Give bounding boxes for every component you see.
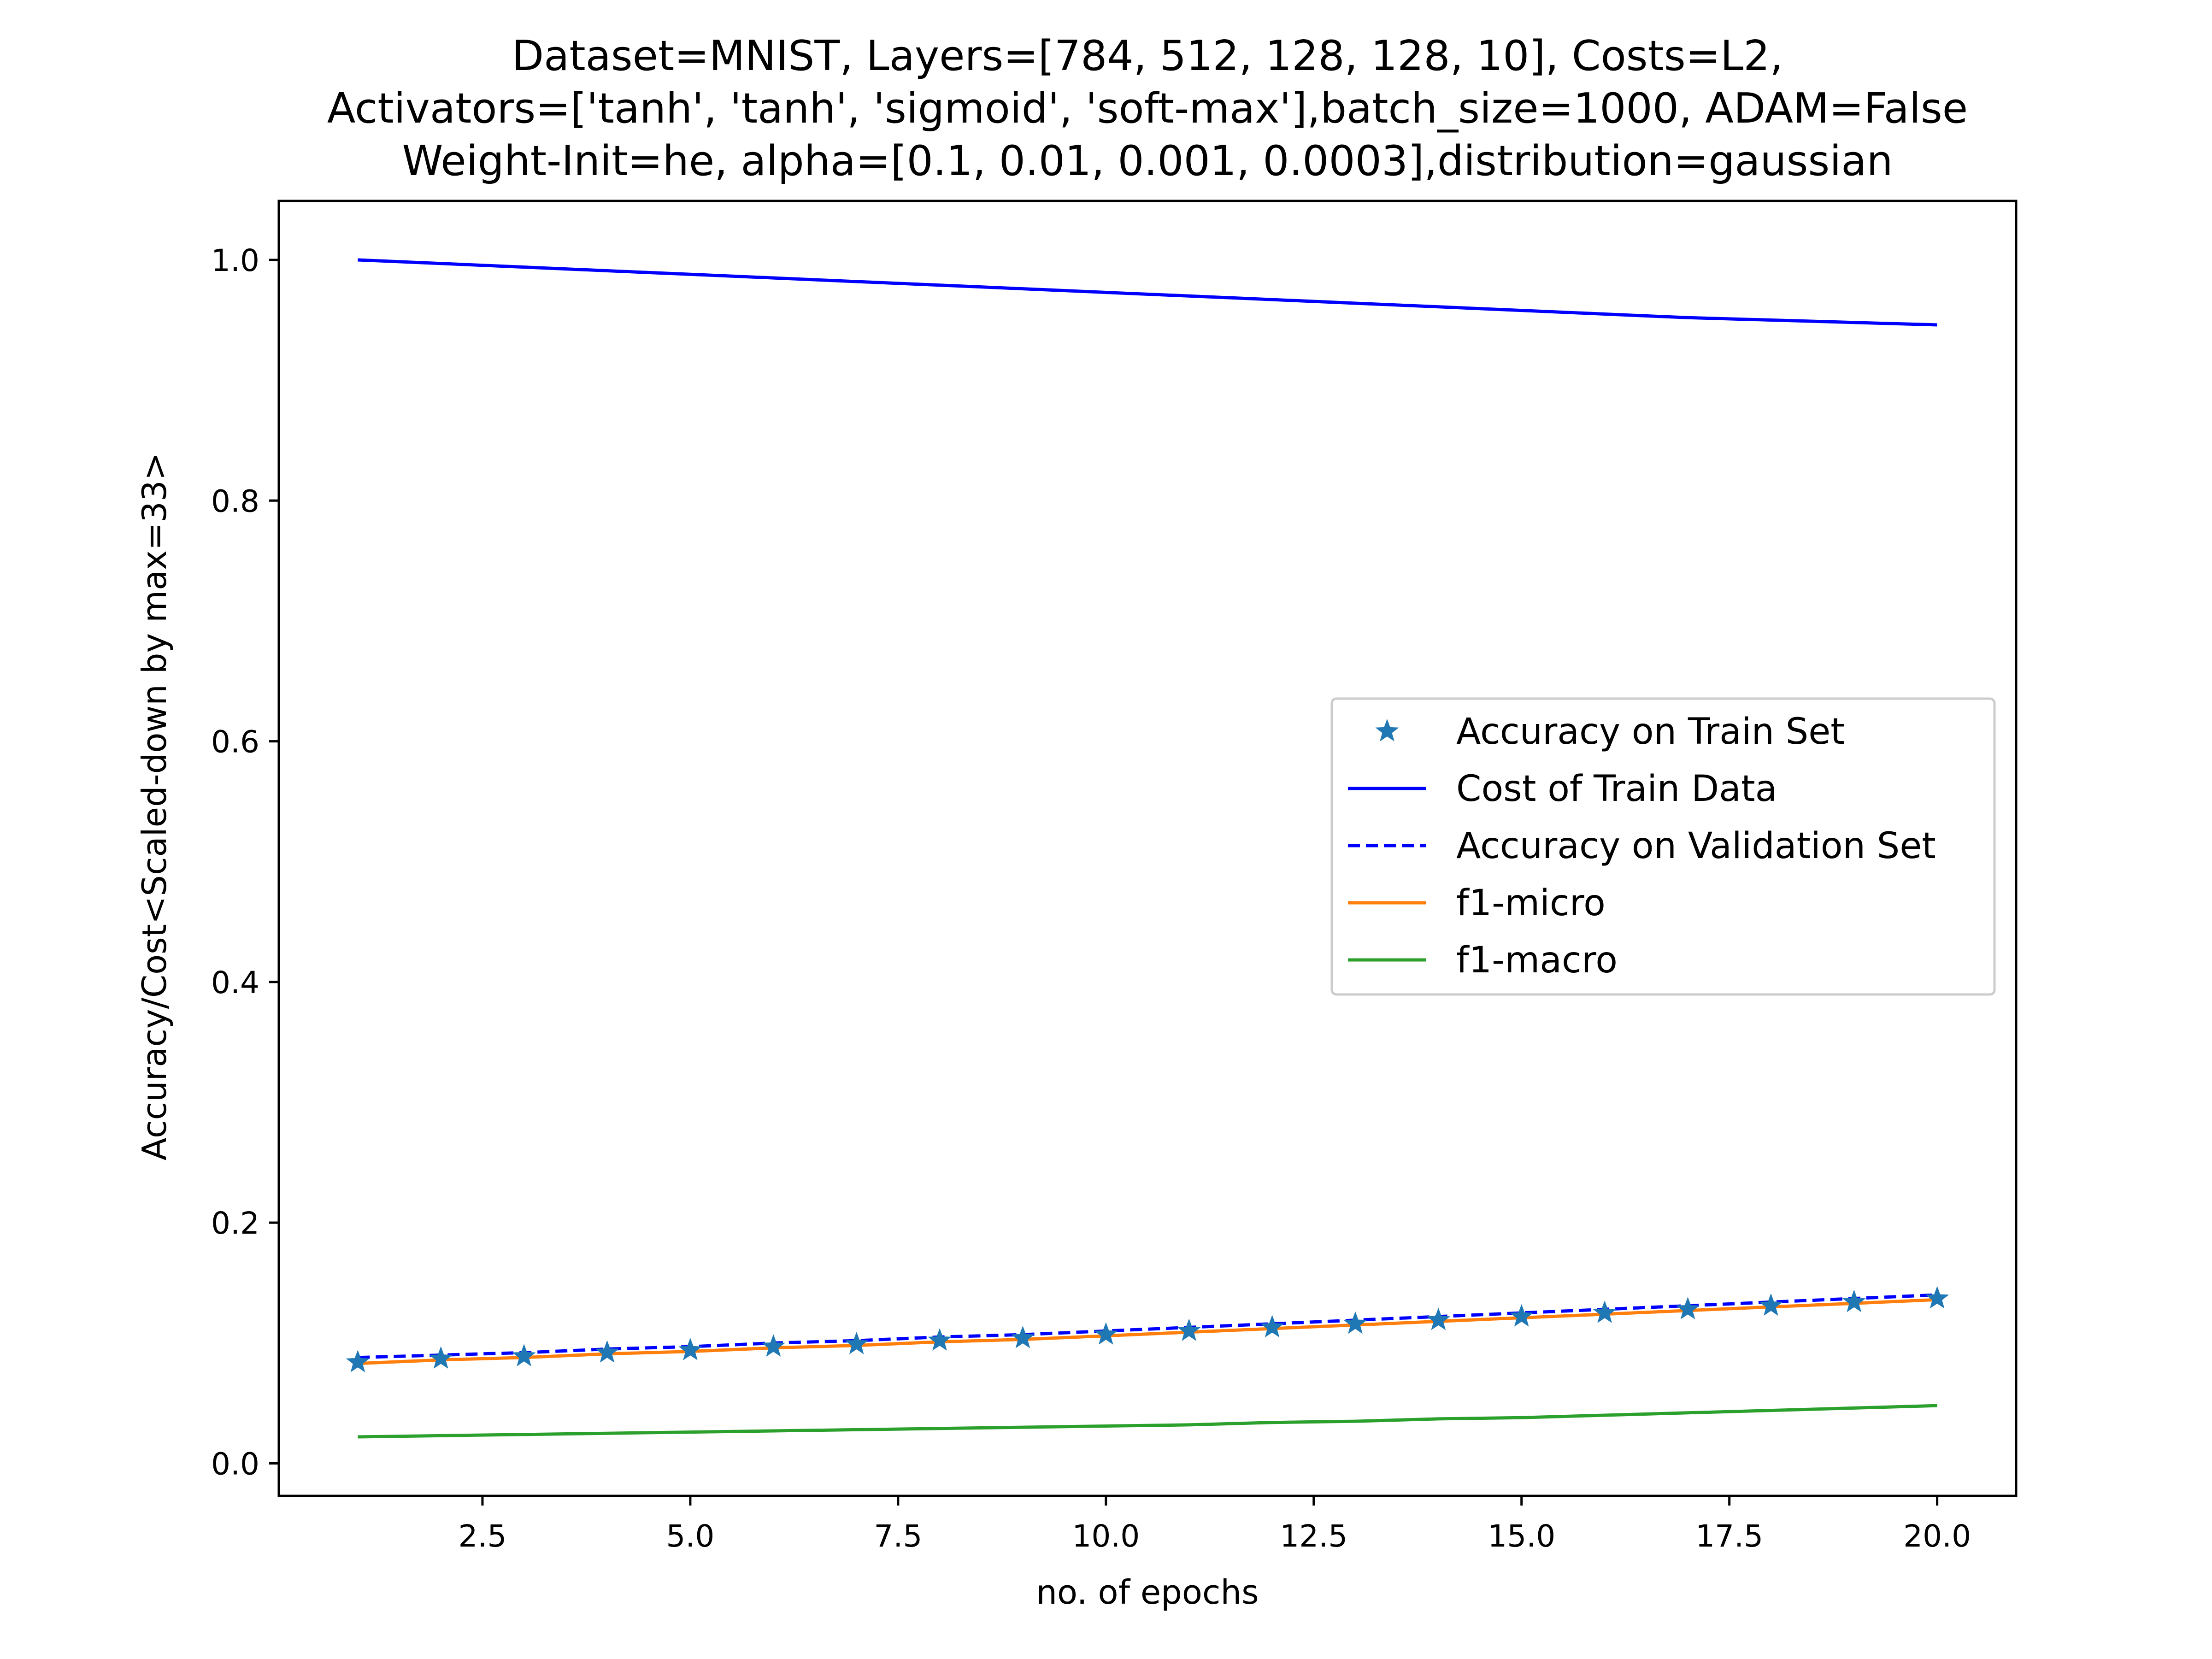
data-point-accuracy-on-train-set bbox=[761, 1334, 785, 1357]
series-line-f1-micro bbox=[358, 1298, 1937, 1365]
data-point-accuracy-on-train-set bbox=[845, 1331, 869, 1354]
series-line-cost-of-train-data bbox=[358, 258, 1937, 327]
data-point-accuracy-on-train-set bbox=[1510, 1304, 1534, 1327]
data-point-accuracy-on-train-set bbox=[1426, 1307, 1450, 1330]
data-point-accuracy-on-train-set bbox=[429, 1346, 453, 1369]
x-tick-label: 17.5 bbox=[1695, 1518, 1763, 1554]
legend: Accuracy on Train Set Cost of Train Data A… bbox=[1330, 697, 1996, 996]
data-point-accuracy-on-train-set bbox=[1593, 1300, 1617, 1323]
y-tick-label: 0.8 bbox=[211, 483, 259, 519]
data-point-accuracy-on-train-set bbox=[928, 1328, 952, 1351]
data-point-accuracy-on-train-set bbox=[678, 1338, 702, 1360]
x-tick-label: 12.5 bbox=[1280, 1518, 1347, 1554]
data-point-accuracy-on-train-set bbox=[512, 1344, 536, 1366]
data-point-accuracy-on-train-set bbox=[1842, 1289, 1866, 1312]
data-point-accuracy-on-train-set bbox=[1011, 1326, 1035, 1348]
data-point-accuracy-on-train-set bbox=[1094, 1322, 1118, 1345]
legend-label-cost-of-train-data: Cost of Train Data bbox=[1456, 768, 1777, 810]
data-point-accuracy-on-train-set bbox=[1676, 1297, 1700, 1319]
data-point-accuracy-on-train-set bbox=[595, 1340, 619, 1363]
chart-title-line-2: Activators=['tanh', 'tanh', 'sigmoid', '… bbox=[327, 84, 1968, 133]
y-axis-label: Accuracy/Cost<Scaled-down by max=33> bbox=[135, 453, 174, 1160]
legend-box bbox=[1330, 697, 1996, 996]
legend-label-accuracy-on-train-set: Accuracy on Train Set bbox=[1456, 711, 1845, 753]
chart-title-line-3: Weight-Init=he, alpha=[0.1, 0.01, 0.001,… bbox=[402, 137, 1893, 185]
series-line-accuracy-on-validation-set bbox=[358, 1293, 1937, 1359]
data-point-accuracy-on-train-set bbox=[1925, 1286, 1949, 1309]
legend-label-accuracy-on-validation-set: Accuracy on Validation Set bbox=[1456, 825, 1936, 867]
y-tick-label: 1.0 bbox=[211, 243, 259, 278]
x-tick-label: 5.0 bbox=[666, 1518, 714, 1554]
data-point-accuracy-on-train-set bbox=[1260, 1315, 1284, 1338]
y-tick-label: 0.2 bbox=[211, 1206, 259, 1241]
series-line-f1-macro bbox=[358, 1404, 1937, 1439]
legend-label-f1-micro: f1-micro bbox=[1456, 882, 1606, 924]
x-tick-label: 2.5 bbox=[458, 1518, 506, 1554]
y-tick-label: 0.6 bbox=[211, 724, 259, 760]
data-point-accuracy-on-train-set bbox=[1177, 1318, 1201, 1341]
x-tick-label: 10.0 bbox=[1072, 1518, 1140, 1554]
x-axis-label: no. of epochs bbox=[1036, 1573, 1259, 1612]
x-tick-label: 15.0 bbox=[1488, 1518, 1555, 1554]
y-tick-label: 0.4 bbox=[211, 965, 259, 1000]
data-point-accuracy-on-train-set bbox=[346, 1350, 370, 1372]
legend-marker-accuracy-on-train-set bbox=[1375, 719, 1399, 741]
data-point-accuracy-on-train-set bbox=[1759, 1293, 1783, 1316]
plot-frame bbox=[277, 200, 2018, 1497]
chart-title-line-1: Dataset=MNIST, Layers=[784, 512, 128, 12… bbox=[512, 32, 1783, 80]
x-tick-label: 20.0 bbox=[1903, 1518, 1971, 1554]
data-point-accuracy-on-train-set bbox=[1343, 1311, 1367, 1334]
y-tick-label: 0.0 bbox=[211, 1446, 259, 1482]
legend-label-f1-macro: f1-macro bbox=[1456, 940, 1618, 981]
x-tick-label: 7.5 bbox=[874, 1518, 922, 1554]
